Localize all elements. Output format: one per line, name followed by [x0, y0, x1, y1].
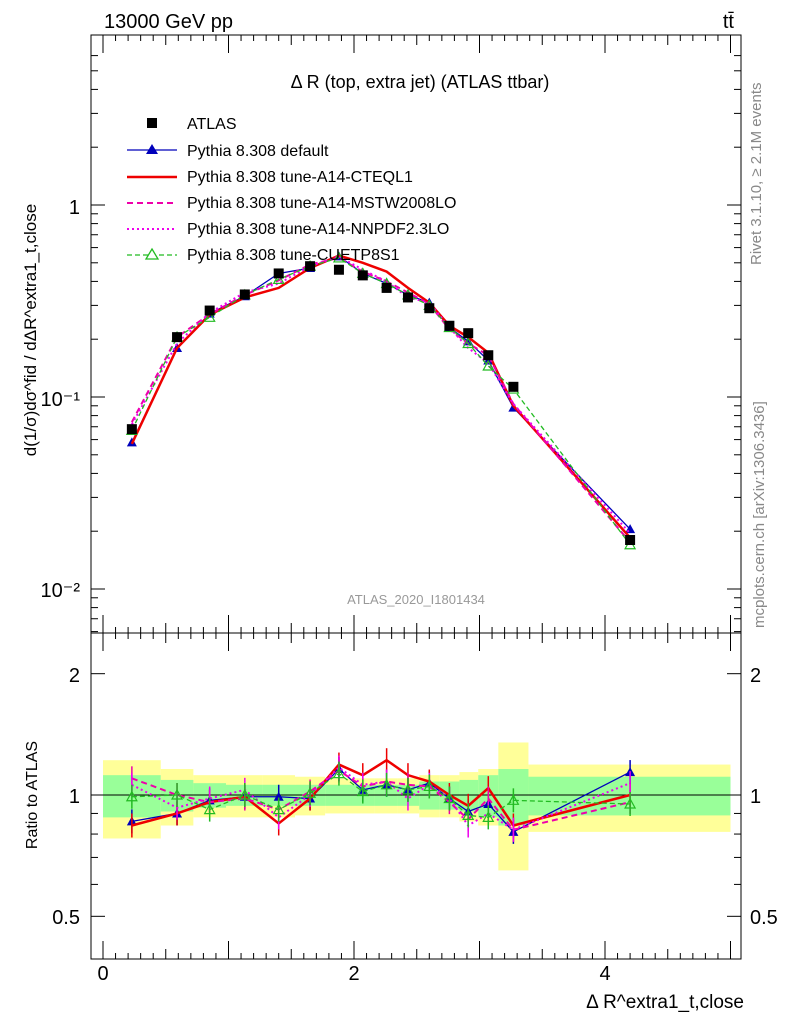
legend-marker-atlas: [147, 118, 157, 128]
axis-ticks: [91, 35, 741, 959]
ratio-point-pythia-8-308-tune-cuetp8s1: [401, 783, 414, 795]
ratio-point-pythia-8-308-tune-cuetp8s1: [304, 787, 317, 798]
ratio-point-pythia-8-308-tune-cuetp8s1: [423, 780, 436, 792]
ratio-point-pythia-8-308-tune-cuetp8s1: [462, 809, 475, 820]
ratio-point-pythia-8-308-tune-cuetp8s1: [507, 794, 520, 805]
x-tick-label-2: 2: [348, 963, 359, 985]
legend-item-nnpdf: Pythia 8.308 tune-A14-NNPDF2.3LO: [127, 221, 449, 238]
analysis-label: ATLAS_2020_I1801434: [347, 592, 485, 607]
series-line-pythia-8-308-tune-a14-cteql1: [130, 254, 632, 539]
point-atlas: [273, 268, 284, 279]
point-atlas: [483, 350, 494, 361]
y-axis-label-ratio: Ratio to ATLAS: [24, 741, 41, 849]
legend-label-atlas: ATLAS: [187, 116, 237, 133]
series-line-pythia-8-308-default: [131, 255, 631, 530]
y-tick-label-0.01: 10⁻²: [41, 580, 81, 602]
rivet-label: Rivet 3.1.10, ≥ 2.1M events: [748, 83, 765, 266]
legend-label-mstw: Pythia 8.308 tune-A14-MSTW2008LO: [187, 195, 456, 212]
point-atlas: [204, 305, 215, 316]
ratio-point-pythia-8-308-tune-cuetp8s1: [380, 778, 393, 790]
x-tick-label-4: 4: [599, 963, 610, 985]
series-line-pythia-8-308-tune-cuetp8s1: [131, 257, 631, 546]
y-tick-label-0.1: 10⁻¹: [41, 389, 81, 411]
ratio-point-pythia-8-308-default: [273, 791, 284, 801]
point-atlas: [508, 381, 519, 392]
ratio-line-pythia-8-308-tune-cuetp8s1: [131, 772, 631, 819]
legend-item-cteql1: Pythia 8.308 tune-A14-CTEQL1: [127, 169, 413, 186]
legend-marker-default: [146, 144, 158, 154]
point-atlas: [305, 261, 316, 272]
legend-marker-cuetp8s1: [144, 247, 160, 260]
point-atlas: [625, 534, 636, 545]
point-atlas: [172, 332, 183, 343]
point-atlas: [239, 289, 250, 300]
point-pythia-8-308-tune-cuetp8s1: [203, 311, 216, 322]
legend-label-cuetp8s1: Pythia 8.308 tune-CUETP8S1: [187, 247, 400, 264]
process-label: tt̄: [723, 11, 735, 33]
ratio-point-pythia-8-308-tune-cuetp8s1: [482, 811, 495, 822]
ratio-tick-label-2-right: 2: [750, 665, 761, 687]
ratio-point-pythia-8-308-tune-cuetp8s1: [356, 785, 369, 797]
point-atlas: [444, 320, 455, 331]
series-line-pythia-8-308-tune-a14-mstw2008lo: [130, 256, 631, 543]
legend-item-cuetp8s1: Pythia 8.308 tune-CUETP8S1: [127, 247, 400, 264]
legend-item-atlas: ATLAS: [147, 116, 237, 133]
ratio-tick-label-1-right: 1: [750, 786, 761, 808]
ratio-point-pythia-8-308-tune-cuetp8s1: [624, 797, 637, 809]
ratio-point-pythia-8-308-tune-cuetp8s1: [171, 788, 184, 800]
point-atlas: [357, 270, 368, 281]
ratio-point-pythia-8-308-tune-cuetp8s1: [332, 767, 345, 779]
mcplots-label: mcplots.cern.ch [arXiv:1306.3436]: [751, 401, 768, 628]
ratio-point-pythia-8-308-tune-cuetp8s1: [238, 788, 251, 800]
point-pythia-8-308-tune-cuetp8s1: [462, 337, 475, 349]
ratio-point-pythia-8-308-tune-cuetp8s1: [203, 803, 216, 815]
y-tick-label-1: 1: [69, 197, 80, 219]
point-atlas: [126, 424, 137, 435]
y-axis-label-top: d(1/σ)dσ^fid / dΔR^extra1_t,close: [21, 204, 40, 456]
ratio-tick-label-0.5: 0.5: [52, 907, 80, 929]
ratio-point-pythia-8-308-tune-cuetp8s1: [443, 792, 456, 804]
ratio-plot-frame: [90, 632, 742, 960]
ratio-tick-label-1: 1: [69, 786, 80, 808]
point-pythia-8-308-tune-cuetp8s1: [332, 251, 345, 263]
point-atlas: [402, 292, 413, 303]
point-atlas: [333, 264, 344, 275]
point-atlas: [381, 282, 392, 293]
ratio-point-pythia-8-308-tune-cuetp8s1: [125, 790, 138, 802]
ratio-line-pythia-8-308-tune-a14-cteql1: [131, 758, 631, 827]
x-axis-label: Δ R^extra1_t,close: [586, 992, 744, 1013]
top-series: [125, 251, 637, 550]
ratio-tick-label-2: 2: [69, 665, 80, 687]
point-atlas: [424, 303, 435, 314]
legend-item-default: Pythia 8.308 default: [127, 143, 329, 160]
x-tick-label-0: 0: [97, 963, 108, 985]
point-atlas: [463, 328, 474, 339]
legend: ATLAS Pythia 8.308 default Pythia 8.308 …: [127, 116, 456, 264]
point-pythia-8-308-tune-cuetp8s1: [482, 359, 495, 371]
legend-item-mstw: Pythia 8.308 tune-A14-MSTW2008LO: [127, 195, 456, 212]
energy-label: 13000 GeV pp: [104, 11, 233, 33]
ratio-tick-label-0.5-right: 0.5: [750, 907, 778, 929]
legend-label-cteql1: Pythia 8.308 tune-A14-CTEQL1: [187, 169, 413, 186]
plot-title: Δ R (top, extra jet) (ATLAS ttbar): [291, 72, 550, 92]
legend-label-default: Pythia 8.308 default: [187, 143, 329, 160]
ratio-series: [125, 748, 637, 844]
ratio-line-pythia-8-308-tune-a14-mstw2008lo: [131, 769, 631, 831]
legend-label-nnpdf: Pythia 8.308 tune-A14-NNPDF2.3LO: [187, 221, 449, 238]
point-pythia-8-308-tune-cuetp8s1: [272, 273, 285, 284]
ratio-point-pythia-8-308-tune-cuetp8s1: [272, 803, 285, 815]
series-line-pythia-8-308-tune-a14-nnpdf2-3lo: [130, 255, 631, 534]
